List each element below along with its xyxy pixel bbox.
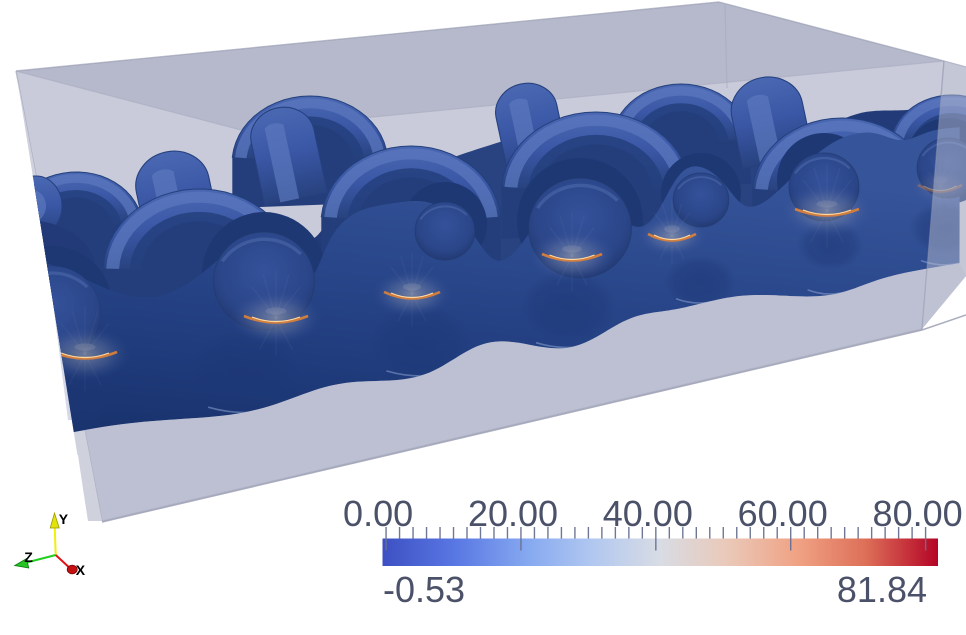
svg-text:0.00: 0.00 — [343, 493, 413, 534]
svg-text:-0.53: -0.53 — [383, 569, 465, 610]
svg-text:20.00: 20.00 — [468, 493, 558, 534]
svg-text:40.00: 40.00 — [603, 493, 693, 534]
svg-text:X: X — [76, 562, 86, 578]
svg-text:Y: Y — [59, 511, 69, 527]
svg-text:80.00: 80.00 — [873, 493, 963, 534]
svg-text:60.00: 60.00 — [738, 493, 828, 534]
svg-text:81.84: 81.84 — [837, 569, 927, 610]
svg-text:Z: Z — [24, 549, 33, 565]
